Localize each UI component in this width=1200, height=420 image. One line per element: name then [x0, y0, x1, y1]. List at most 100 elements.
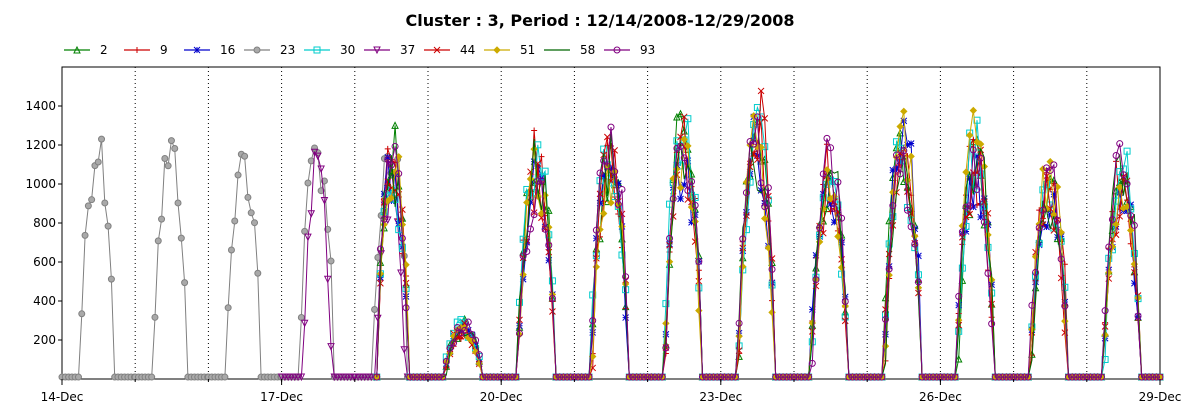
legend-item: 44 — [424, 43, 475, 57]
data-point — [1075, 373, 1083, 381]
data-point — [977, 213, 985, 221]
data-point — [838, 238, 845, 246]
data-point — [1006, 373, 1014, 381]
data-point — [1043, 223, 1050, 231]
data-point — [1065, 373, 1072, 381]
data-point — [1127, 212, 1135, 220]
data-point — [1086, 373, 1094, 381]
data-point — [320, 197, 329, 205]
data-point — [398, 220, 407, 229]
data-point — [794, 373, 802, 381]
data-point — [677, 195, 684, 203]
data-point — [431, 373, 439, 381]
data-point — [486, 373, 494, 381]
data-point — [625, 373, 633, 381]
data-point — [1017, 373, 1025, 381]
data-point — [88, 196, 96, 204]
data-point — [1054, 216, 1062, 224]
data-point — [907, 152, 915, 161]
legend-label: 23 — [280, 43, 295, 57]
data-point — [966, 202, 974, 210]
data-point — [1101, 307, 1109, 315]
data-point — [889, 202, 897, 210]
data-point — [453, 318, 461, 326]
data-point — [1131, 279, 1138, 287]
data-point — [1013, 373, 1021, 381]
data-point — [958, 228, 966, 236]
legend-item: 30 — [304, 43, 355, 57]
data-point — [812, 276, 820, 284]
data-point — [929, 373, 937, 381]
legend-item: 2 — [64, 43, 108, 57]
data-point — [107, 275, 115, 283]
data-point — [750, 140, 758, 148]
data-point — [991, 373, 999, 381]
data-point — [838, 214, 846, 222]
data-point — [1112, 152, 1120, 160]
data-point — [224, 304, 232, 312]
data-point — [78, 310, 86, 318]
data-point — [301, 227, 309, 235]
data-point — [925, 373, 933, 381]
data-point — [373, 373, 381, 381]
data-point — [304, 233, 312, 242]
data-point — [896, 122, 904, 131]
data-point — [611, 168, 619, 176]
data-point — [914, 278, 922, 286]
data-point — [761, 115, 769, 122]
data-point — [161, 154, 169, 162]
data-point — [1090, 373, 1098, 381]
data-point — [688, 219, 695, 226]
data-point — [1116, 189, 1124, 196]
legend-label: 44 — [460, 43, 475, 57]
y-tick-label: 1000 — [25, 177, 56, 191]
data-point — [181, 279, 189, 287]
data-point — [596, 169, 604, 177]
data-point — [636, 373, 644, 381]
data-point — [1021, 373, 1029, 381]
data-point — [779, 373, 787, 381]
data-point — [852, 373, 860, 381]
data-point — [413, 373, 421, 381]
legend-label: 9 — [160, 43, 168, 57]
data-point — [962, 168, 970, 176]
legend-label: 37 — [400, 43, 415, 57]
data-point — [314, 152, 322, 161]
data-point — [247, 209, 255, 217]
data-point — [970, 136, 977, 143]
data-point — [1035, 224, 1043, 232]
data-point — [768, 265, 776, 273]
chart-title: Cluster : 3, Period : 12/14/2008-12/29/2… — [406, 11, 795, 30]
legend-marker — [433, 46, 441, 54]
data-point — [607, 199, 615, 207]
data-point — [567, 373, 575, 381]
data-point — [801, 373, 809, 381]
data-point — [907, 140, 915, 147]
data-point — [658, 373, 666, 381]
legend-marker — [613, 46, 621, 54]
legend-marker — [193, 46, 201, 54]
data-point — [680, 181, 688, 189]
data-point — [1138, 373, 1146, 381]
data-point — [695, 277, 703, 285]
data-point — [797, 373, 805, 381]
data-point — [845, 373, 853, 381]
data-point — [453, 324, 461, 332]
data-point — [221, 373, 229, 381]
data-point — [761, 203, 769, 211]
data-point — [581, 373, 589, 381]
data-point — [508, 373, 516, 381]
data-point — [688, 178, 696, 186]
data-point — [676, 109, 685, 118]
data-point — [677, 143, 685, 151]
data-point — [860, 373, 868, 381]
data-point — [537, 177, 545, 185]
data-point — [1028, 301, 1036, 309]
data-point — [841, 298, 849, 306]
data-point — [1127, 226, 1135, 235]
data-point — [494, 373, 502, 381]
data-point — [523, 247, 531, 255]
data-point — [483, 373, 491, 381]
data-point — [391, 142, 399, 150]
data-point — [530, 145, 538, 153]
